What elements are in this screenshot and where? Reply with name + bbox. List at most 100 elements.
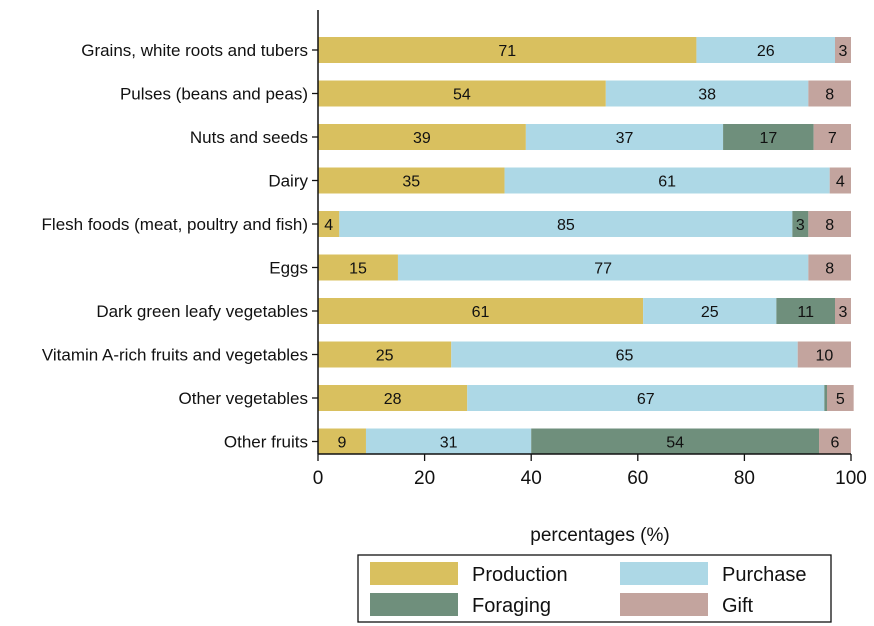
data-label: 25 bbox=[376, 348, 394, 365]
bar-segment-production bbox=[318, 211, 340, 237]
data-label: 11 bbox=[797, 304, 814, 321]
axes: 0 20 40 60 80 100 bbox=[312, 10, 867, 489]
bar-segment-gift bbox=[835, 37, 851, 63]
bar-segment-purchase bbox=[365, 428, 532, 455]
bar-segment-gift bbox=[835, 298, 851, 324]
bar-segment-gift bbox=[797, 341, 851, 368]
data-label: 25 bbox=[701, 304, 719, 321]
bar-segment-purchase bbox=[397, 254, 809, 281]
data-label: 6 bbox=[831, 435, 840, 452]
bar-segment-production bbox=[318, 167, 505, 194]
category-labels: Grains, white roots and tubers Pulses (be… bbox=[42, 41, 309, 452]
bar-segment-foraging bbox=[792, 211, 809, 237]
data-label: 8 bbox=[825, 217, 834, 234]
x-tick-label: 40 bbox=[521, 468, 542, 489]
legend-label-foraging: Foraging bbox=[472, 595, 551, 617]
data-label: 35 bbox=[402, 174, 420, 191]
data-label: 39 bbox=[413, 130, 431, 147]
legend-swatch-purchase bbox=[620, 562, 708, 585]
data-label: 54 bbox=[453, 87, 471, 104]
data-label: 67 bbox=[637, 391, 655, 408]
data-label: 61 bbox=[658, 174, 676, 191]
data-label: 8 bbox=[825, 87, 834, 104]
category-label: Other vegetables bbox=[179, 389, 308, 408]
bar-segment-gift bbox=[813, 124, 851, 150]
bar-segment-production bbox=[318, 385, 468, 411]
bar-segment-gift bbox=[808, 80, 851, 107]
bar-segment-gift bbox=[819, 428, 851, 455]
data-label: 7 bbox=[828, 130, 837, 147]
bar-segment-gift bbox=[829, 167, 851, 194]
bar-segment-production bbox=[318, 80, 606, 107]
bar-segment-purchase bbox=[504, 167, 830, 194]
bar-segment-foraging bbox=[776, 298, 836, 324]
x-tick-label: 100 bbox=[835, 468, 867, 489]
data-label: 4 bbox=[324, 217, 333, 234]
bar-segment-production bbox=[318, 298, 644, 324]
x-tick-label: 0 bbox=[313, 468, 324, 489]
data-label: 4 bbox=[836, 174, 845, 191]
bar-segment-purchase bbox=[696, 37, 836, 63]
category-label: Eggs bbox=[269, 259, 308, 278]
bar-segment-production bbox=[318, 124, 526, 150]
legend-label-production: Production bbox=[472, 564, 568, 586]
category-label: Nuts and seeds bbox=[190, 128, 308, 147]
legend: Production Purchase Foraging Gift bbox=[357, 554, 832, 623]
data-label: 17 bbox=[759, 130, 777, 147]
x-tick-label: 20 bbox=[414, 468, 435, 489]
category-label: Dairy bbox=[268, 172, 308, 191]
data-label: 3 bbox=[796, 217, 805, 234]
bar-segment-purchase bbox=[525, 124, 724, 150]
category-label: Grains, white roots and tubers bbox=[81, 41, 308, 60]
bars-layer: 71 26 354 38 839 37 17 735 61 44 85 3 815 77 861 25 11 32… bbox=[318, 37, 854, 455]
data-label: 26 bbox=[757, 43, 775, 60]
data-label: 71 bbox=[498, 43, 516, 60]
bar-segment-purchase bbox=[339, 211, 793, 237]
data-label: 37 bbox=[616, 130, 634, 147]
bar-segment-purchase bbox=[467, 385, 825, 411]
bar-segment-production bbox=[318, 37, 697, 63]
x-tick-label: 80 bbox=[734, 468, 755, 489]
legend-swatch-foraging bbox=[370, 593, 458, 616]
bar-segment-purchase bbox=[643, 298, 777, 324]
bar-segment-production bbox=[318, 428, 366, 455]
data-label: 61 bbox=[472, 304, 490, 321]
bar-segment-foraging bbox=[723, 124, 814, 150]
data-label: 3 bbox=[839, 43, 848, 60]
bar-segment-foraging bbox=[824, 385, 828, 411]
x-axis-title: percentages (%) bbox=[530, 525, 669, 546]
bar-segment-gift bbox=[827, 385, 854, 411]
category-label: Dark green leafy vegetables bbox=[96, 302, 308, 321]
category-label: Vitamin A-rich fruits and vegetables bbox=[42, 346, 308, 365]
data-label: 9 bbox=[338, 435, 347, 452]
data-label: 8 bbox=[825, 261, 834, 278]
bar-segment-production bbox=[318, 341, 452, 368]
data-label: 15 bbox=[349, 261, 367, 278]
data-label: 77 bbox=[594, 261, 612, 278]
category-label: Other fruits bbox=[224, 433, 308, 452]
data-label: 54 bbox=[666, 435, 684, 452]
bar-segment-production bbox=[318, 254, 398, 281]
data-label: 38 bbox=[698, 87, 716, 104]
category-label: Flesh foods (meat, poultry and fish) bbox=[42, 215, 308, 234]
bar-segment-gift bbox=[808, 211, 851, 237]
data-label: 3 bbox=[839, 304, 848, 321]
bar-segment-purchase bbox=[451, 341, 798, 368]
bar-segment-gift bbox=[808, 254, 851, 281]
bar-segment-foraging bbox=[531, 428, 820, 455]
data-label: 65 bbox=[616, 348, 634, 365]
legend-swatch-production bbox=[370, 562, 458, 585]
data-label: 85 bbox=[557, 217, 575, 234]
legend-label-purchase: Purchase bbox=[722, 564, 807, 586]
legend-swatch-gift bbox=[620, 593, 708, 616]
x-tick-label: 60 bbox=[627, 468, 648, 489]
data-label: 31 bbox=[440, 435, 458, 452]
data-label: 5 bbox=[836, 391, 845, 408]
legend-label-gift: Gift bbox=[722, 595, 754, 617]
category-label: Pulses (beans and peas) bbox=[120, 85, 308, 104]
data-label: 10 bbox=[815, 348, 833, 365]
data-label: 28 bbox=[384, 391, 402, 408]
bar-segment-purchase bbox=[605, 80, 809, 107]
